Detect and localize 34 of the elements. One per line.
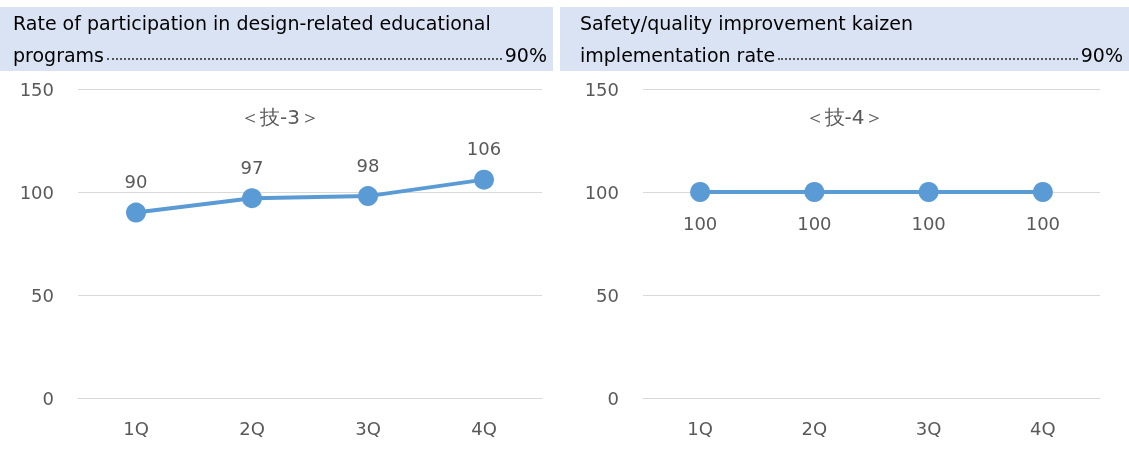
chart-title: Safety/quality improvement kaizen implementation rate	[580, 12, 914, 66]
y-tick-label: 100	[19, 181, 54, 203]
point	[358, 186, 378, 207]
y-tick-label: 100	[584, 181, 619, 203]
y-tick-label: 0	[42, 387, 54, 409]
text: ＜技-3＞	[240, 105, 320, 129]
point	[126, 202, 146, 223]
data-label: 100	[1025, 212, 1061, 234]
x-tick-label: 4Q	[1030, 417, 1056, 439]
data-label: 100	[797, 212, 832, 234]
y-tick-label: 50	[596, 284, 619, 306]
text: ＜技-4＞	[804, 105, 885, 129]
x-tick-label: 1Q	[687, 417, 713, 439]
y-tick-label: 0	[607, 387, 619, 409]
y-tick-label: 50	[31, 284, 54, 306]
text: 90%	[504, 43, 547, 68]
y-tick-label: 150	[19, 78, 54, 100]
data-label: 98	[356, 154, 380, 176]
x-tick-label: 4Q	[471, 417, 497, 439]
x-tick-label: 2Q	[239, 417, 265, 439]
data-label: 100	[911, 212, 946, 234]
data-label: 90	[124, 171, 148, 193]
y-tick-label: 150	[584, 78, 619, 100]
data-label: 100	[682, 212, 718, 234]
data-label: 97	[240, 156, 264, 178]
x-tick-label: 3Q	[355, 417, 381, 439]
point	[242, 188, 262, 209]
x-tick-label: 2Q	[801, 417, 828, 439]
chart-title: Rate of participation in design-related educational programs	[13, 12, 491, 66]
x-tick-label: 3Q	[915, 417, 942, 439]
point	[474, 169, 494, 190]
x-tick-label: 1Q	[123, 417, 149, 439]
text: 90%	[1080, 43, 1123, 68]
data-label: 106	[466, 138, 502, 160]
